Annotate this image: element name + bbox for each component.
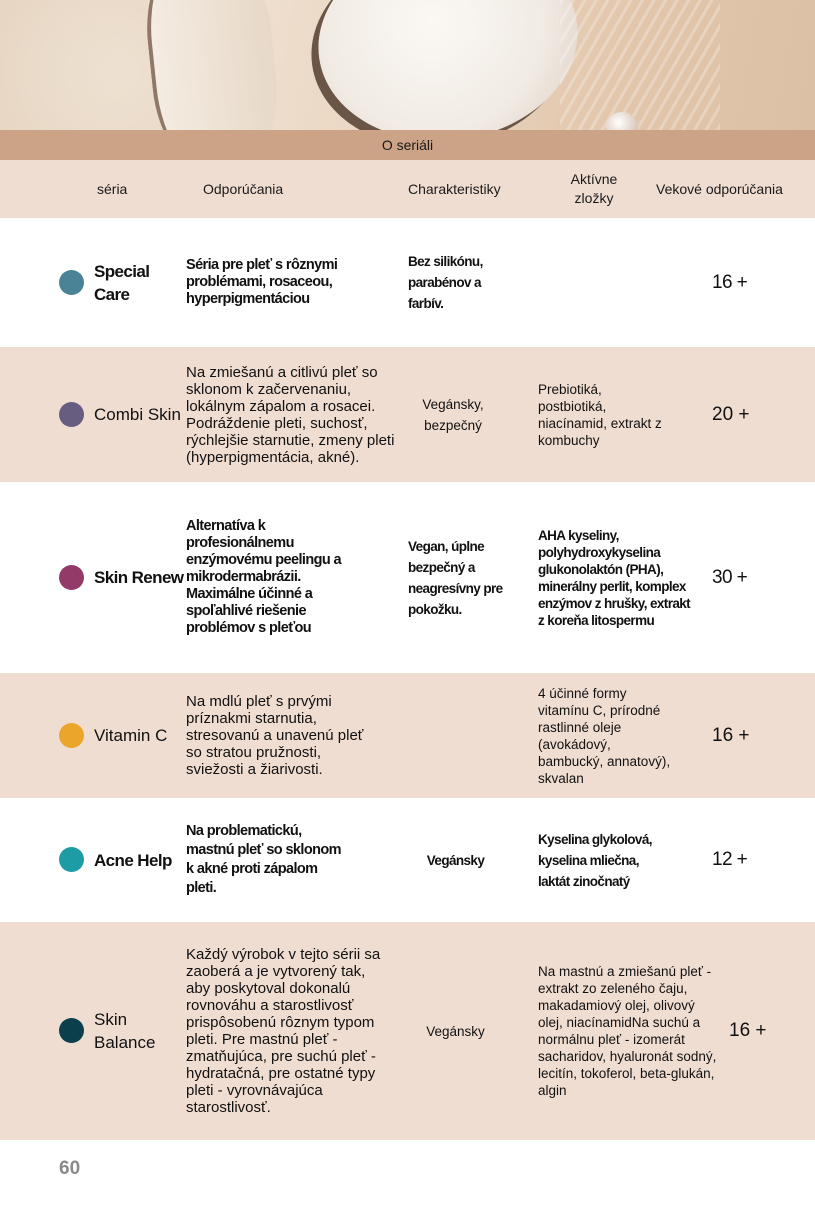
col-header-active: Aktívne zložky xyxy=(570,171,618,206)
series-name: Special Care xyxy=(94,261,150,304)
recommendation: Na zmiešanú a citlivú pleť so sklonom k … xyxy=(186,363,395,466)
active-ingredients: Kyselina glykolová, kyselina mliečna, la… xyxy=(538,831,653,889)
table-row: Skin Balance Každý výrobok v tejto sérii… xyxy=(0,922,815,1140)
active-ingredients: Prebiotiká, postbiotiká, niacínamid, ext… xyxy=(538,381,662,448)
characteristics xyxy=(408,673,518,798)
col-header-age: Vekové odporúčania xyxy=(656,180,783,197)
table-row: Vitamin C Na mdlú pleť s prvými príznakm… xyxy=(0,673,815,798)
active-ingredients xyxy=(538,218,723,347)
table-header: séria Odporúčania Charakteristiky Aktívn… xyxy=(0,160,815,218)
series-color-dot xyxy=(59,1018,84,1043)
age-recommendation: 16 + xyxy=(712,271,748,293)
active-ingredients: 4 účinné formy vitamínu C, prírodné rast… xyxy=(538,685,671,786)
col-header-characteristics: Charakteristiky xyxy=(408,180,501,197)
col-header-series: séria xyxy=(97,180,128,197)
age-recommendation: 16 + xyxy=(729,1020,767,1041)
table-row: Special Care Séria pre pleť s rôznymi pr… xyxy=(0,218,815,347)
series-name: Skin Renew xyxy=(94,568,184,587)
series-color-dot xyxy=(59,722,84,748)
age-recommendation: 20 + xyxy=(712,403,750,425)
series-name: Vitamin C xyxy=(94,726,168,745)
characteristics: Vegánsky xyxy=(426,852,485,868)
recommendation: Na problematickú, mastnú pleť so sklonom… xyxy=(186,823,341,896)
age-recommendation: 12 + xyxy=(712,849,748,870)
series-color-dot xyxy=(59,269,84,295)
active-ingredients: Na mastnú a zmiešanú pleť - extrakt zo z… xyxy=(538,964,717,1098)
series-name: Skin Balance xyxy=(94,1010,156,1052)
header-photo xyxy=(0,0,815,130)
characteristics: Bez silikónu, parabénov a farbív. xyxy=(408,254,483,311)
page-number: 60 xyxy=(59,1158,81,1179)
section-title: O seriáli xyxy=(0,130,815,160)
series-name: Combi Skin xyxy=(94,405,181,424)
col-header-recommendations: Odporúčania xyxy=(203,180,284,197)
recommendation: Každý výrobok v tejto sérii sa zaoberá a… xyxy=(186,946,381,1116)
series-color-dot xyxy=(59,401,84,427)
series-color-dot xyxy=(59,847,84,872)
recommendation: Na mdlú pleť s prvými príznakmi starnuti… xyxy=(186,693,364,778)
characteristics: Vegánsky, bezpečný xyxy=(422,396,484,433)
characteristics: Vegánsky xyxy=(426,1023,485,1039)
table-row: Acne Help Na problematickú, mastnú pleť … xyxy=(0,798,815,922)
age-recommendation: 16 + xyxy=(712,724,750,746)
active-ingredients: AHA kyseliny, polyhydroxykyselina glukon… xyxy=(538,527,691,628)
recommendation: Alternatíva k profesionálnemu enzýmovému… xyxy=(186,518,342,636)
table-row: Combi Skin Na zmiešanú a citlivú pleť so… xyxy=(0,347,815,482)
series-color-dot xyxy=(59,564,84,590)
recommendation: Séria pre pleť s rôznymi problémami, ros… xyxy=(186,257,338,307)
age-recommendation: 30 + xyxy=(712,566,748,588)
series-name: Acne Help xyxy=(94,850,172,870)
characteristics: Vegan, úplne bezpečný a neagresívny pre … xyxy=(408,538,503,617)
table-row: Skin Renew Alternatíva k profesionálnemu… xyxy=(0,482,815,673)
